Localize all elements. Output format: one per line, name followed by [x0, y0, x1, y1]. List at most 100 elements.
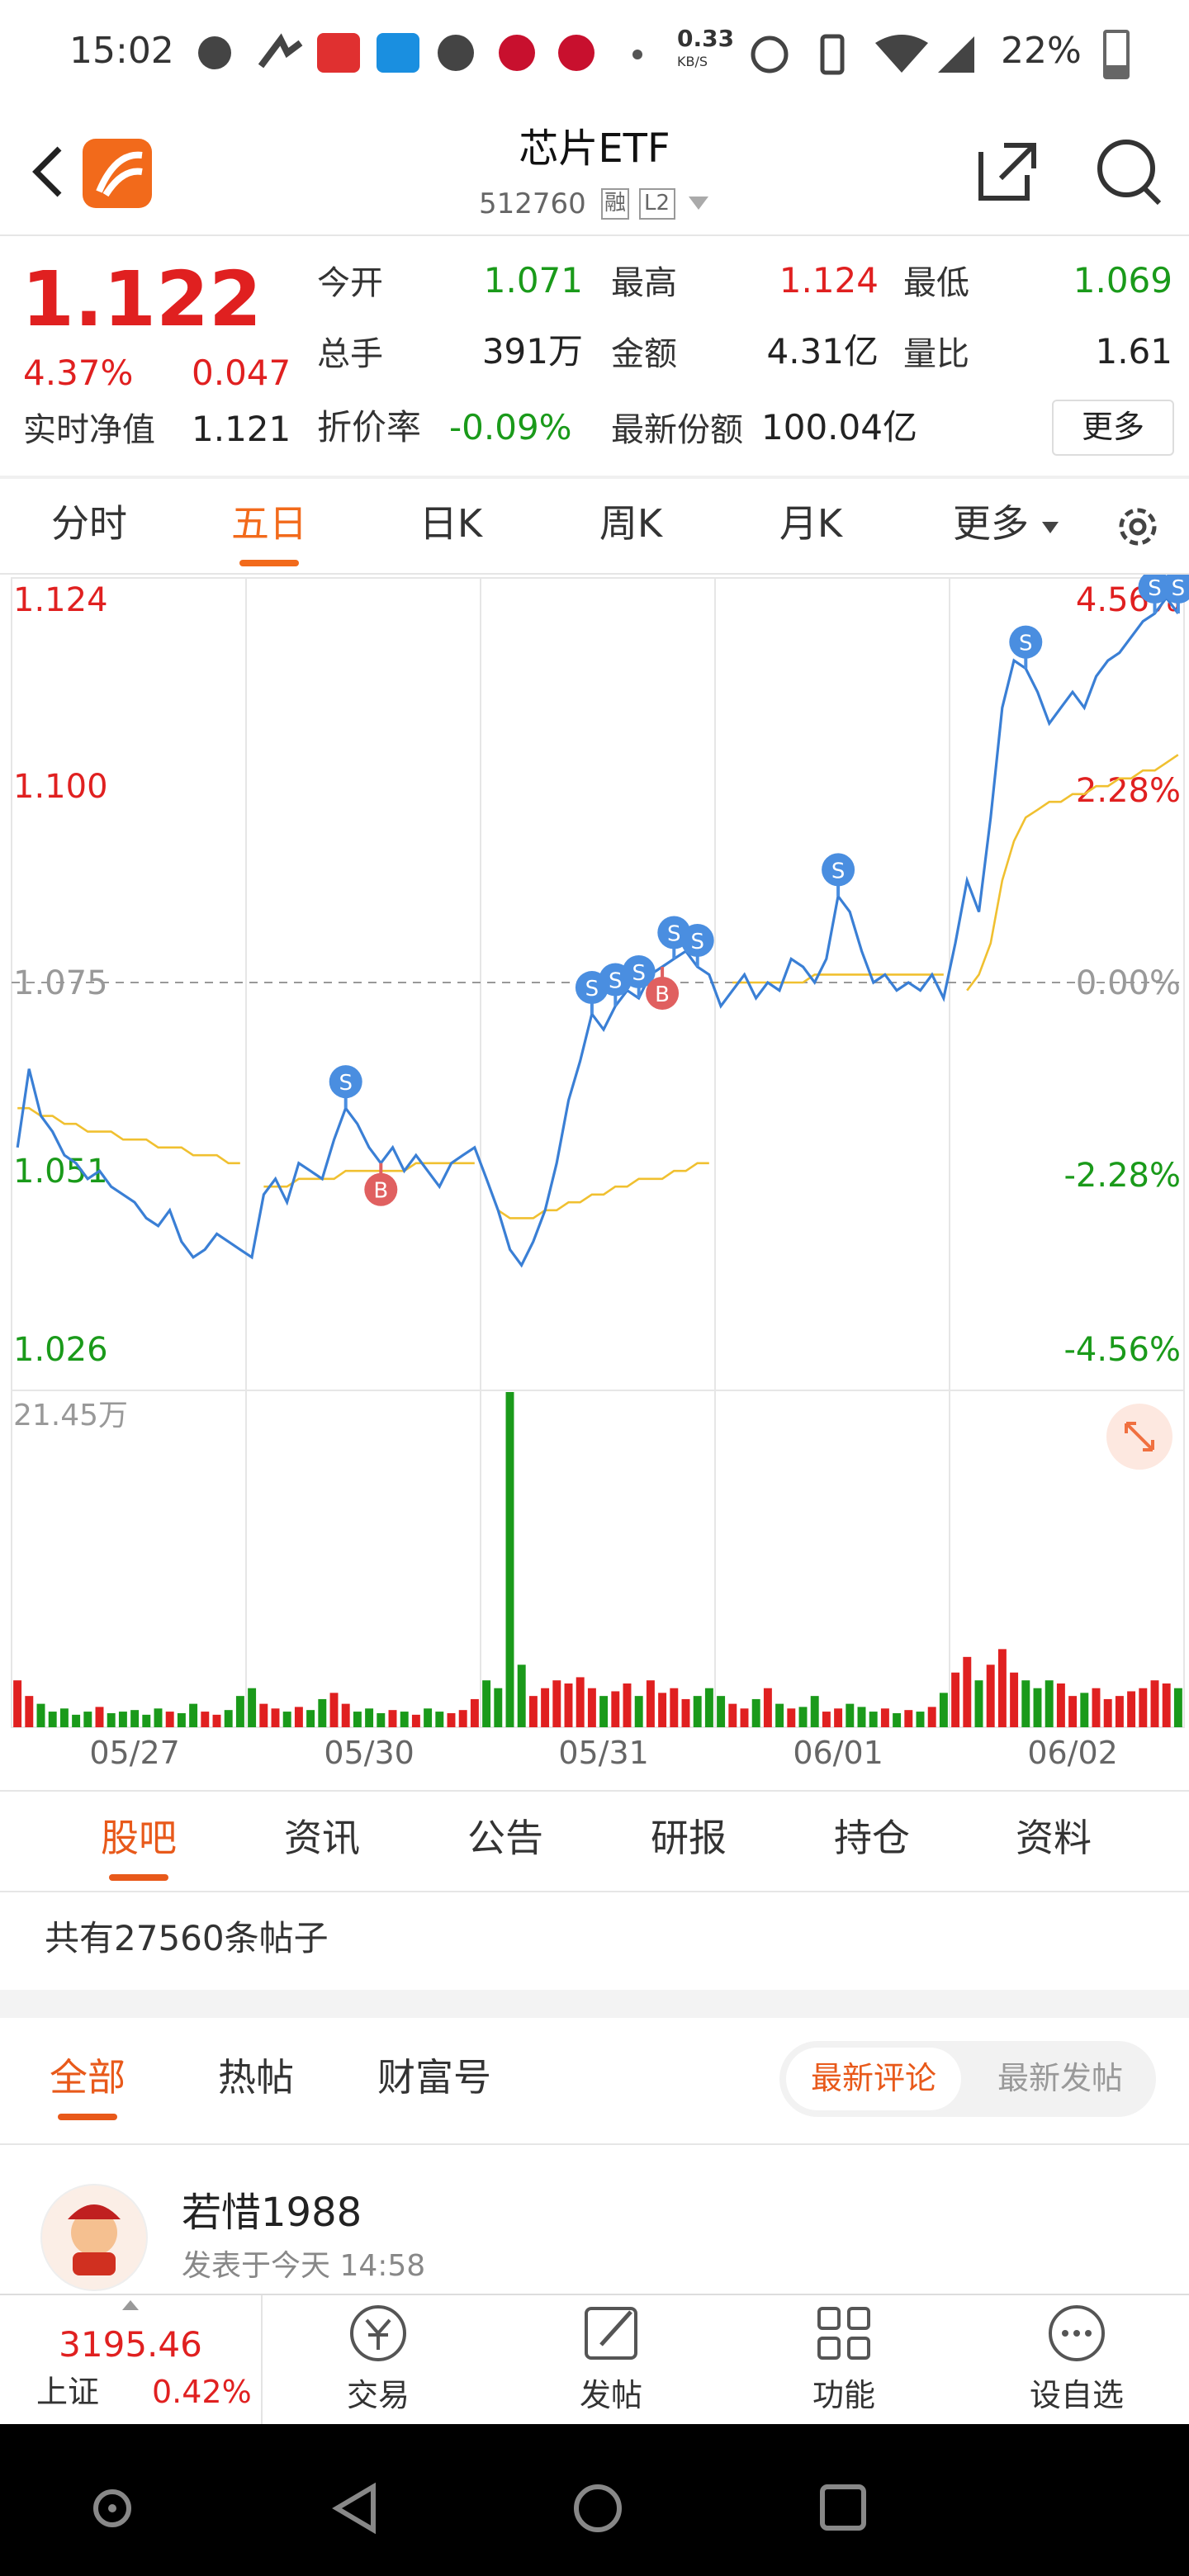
- tab[interactable]: 热帖: [218, 2057, 294, 2100]
- status-dot: [632, 50, 642, 59]
- post-user[interactable]: 若惜1988: [182, 2190, 362, 2236]
- nav-item[interactable]: 交易: [346, 2378, 410, 2414]
- volume-bar: [353, 1712, 362, 1727]
- volume-bar: [670, 1688, 679, 1727]
- volume-bar: [751, 1698, 760, 1727]
- tab[interactable]: 持仓: [834, 1818, 910, 1861]
- volume-bar: [717, 1696, 726, 1727]
- avg-line: [17, 754, 1179, 1219]
- field-value: 1.124: [779, 261, 879, 301]
- volume-bar: [846, 1703, 855, 1727]
- y-tick-label: 1.026: [13, 1331, 108, 1369]
- volume-bar: [505, 1392, 514, 1727]
- volume-bar: [25, 1696, 34, 1727]
- recents-key[interactable]: [820, 2484, 866, 2531]
- post-count: 共有27560条帖子: [45, 1919, 329, 1958]
- gap: [0, 1990, 1189, 2018]
- volume-bar: [259, 1703, 268, 1727]
- volume-bar: [1162, 1683, 1171, 1727]
- tab[interactable]: 研报: [651, 1818, 727, 1861]
- trade-mark: [822, 853, 855, 887]
- field-value: -0.09%: [449, 408, 572, 447]
- volume-bar: [388, 1710, 397, 1727]
- avatar[interactable]: [40, 2183, 149, 2292]
- home-key[interactable]: [574, 2484, 622, 2532]
- sort-option[interactable]: 最新评论: [810, 2061, 936, 2097]
- back-button[interactable]: [32, 146, 62, 197]
- volume-bar: [893, 1712, 902, 1727]
- back-key[interactable]: [332, 2482, 376, 2535]
- volume-bar: [658, 1693, 667, 1727]
- field-label: 量比: [903, 334, 969, 373]
- volume-bar: [458, 1710, 467, 1727]
- share-button[interactable]: [978, 143, 1036, 201]
- volume-bar: [470, 1698, 479, 1727]
- trade-mark-label: S: [585, 977, 599, 1002]
- status-icons-right: [751, 34, 974, 75]
- field-label: 最低: [903, 263, 969, 302]
- volume-bar: [541, 1688, 550, 1727]
- price-line: [16, 595, 1180, 1268]
- tab[interactable]: 五日: [231, 504, 307, 547]
- volume-bar: [400, 1712, 409, 1727]
- sort-option[interactable]: 最新发帖: [997, 2061, 1123, 2097]
- volume-bar: [1139, 1688, 1148, 1727]
- trade-mark-label: B: [655, 983, 670, 1007]
- tab[interactable]: 周K: [599, 504, 663, 547]
- post-time: 发表于今天 14:58: [182, 2249, 426, 2284]
- y2-tick-label: 0.00%: [1076, 964, 1181, 1002]
- volume-bar: [986, 1664, 995, 1727]
- tab[interactable]: 全部: [50, 2057, 126, 2100]
- field-label: 金额: [611, 334, 677, 373]
- status-time: 15:02: [69, 31, 174, 73]
- volume-bar: [728, 1703, 737, 1727]
- tab[interactable]: 月K: [779, 504, 843, 547]
- volume-bar: [963, 1656, 972, 1727]
- tab[interactable]: 日K: [419, 504, 483, 547]
- tab[interactable]: 财富号: [377, 2057, 491, 2100]
- chart-settings[interactable]: [1115, 504, 1161, 550]
- nav-item[interactable]: 设自选: [1029, 2378, 1124, 2414]
- tab[interactable]: 分时: [51, 504, 127, 547]
- system-nav: [0, 2424, 1189, 2576]
- volume-bar: [1150, 1680, 1159, 1727]
- volume-bar: [822, 1712, 831, 1727]
- volume-bar: [646, 1680, 655, 1727]
- volume-bar: [1173, 1688, 1182, 1727]
- volume-bar: [1056, 1683, 1065, 1727]
- divider: [0, 573, 1189, 575]
- volume-bar: [611, 1691, 620, 1727]
- expand-icon: [1125, 1422, 1154, 1451]
- volume-tick-label: 21.45万: [13, 1399, 128, 1432]
- nav-item[interactable]: 发帖: [579, 2378, 642, 2414]
- field-value: 1.61: [1095, 332, 1172, 372]
- tab[interactable]: 更多: [953, 504, 1029, 547]
- volume-bar: [447, 1712, 456, 1727]
- trade-mark-label: S: [690, 930, 704, 954]
- volume-bar: [974, 1680, 983, 1727]
- nav-item[interactable]: 功能: [812, 2378, 875, 2414]
- field-label: 总手: [317, 334, 383, 373]
- volume-bar: [1103, 1698, 1112, 1727]
- y-tick-label: 1.124: [13, 581, 108, 619]
- tab[interactable]: 资讯: [284, 1818, 360, 1861]
- volume-bar: [1127, 1691, 1136, 1727]
- search-button[interactable]: [1097, 140, 1155, 197]
- trade-mark-label: S: [1172, 576, 1186, 601]
- expand-arrow[interactable]: [121, 2299, 140, 2312]
- field-label: 最高: [611, 263, 677, 302]
- volume-bar: [424, 1708, 433, 1727]
- divider: [0, 1891, 1189, 1892]
- tab[interactable]: 股吧: [101, 1818, 177, 1861]
- tab[interactable]: 公告: [467, 1818, 543, 1861]
- more-button[interactable]: 更多: [1052, 400, 1174, 456]
- plot-frame: [11, 577, 1185, 1728]
- trade-mark-label: S: [831, 859, 846, 883]
- field-value: 4.31亿: [766, 332, 879, 372]
- trade-mark: [680, 923, 714, 957]
- trade-mark: [364, 1172, 398, 1206]
- tab[interactable]: 资料: [1016, 1818, 1092, 1861]
- volume-bar: [201, 1712, 210, 1727]
- index-value[interactable]: 3195.46: [59, 2325, 202, 2365]
